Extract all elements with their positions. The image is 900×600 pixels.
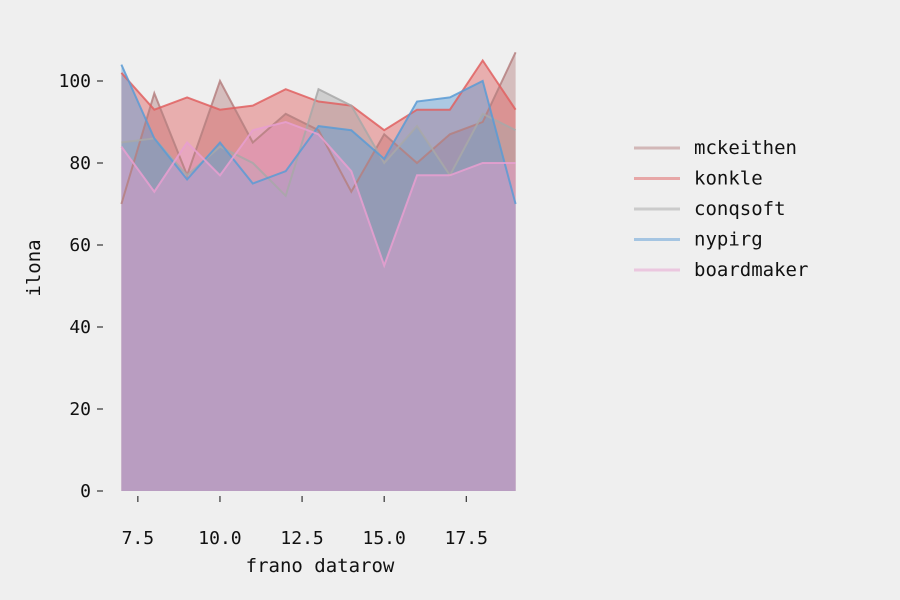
y-tick-label: 0 [80, 481, 91, 502]
legend-label-nypirg: nypirg [694, 229, 763, 251]
x-tick-label: 17.5 [445, 528, 488, 549]
legend-label-mckeithen: mckeithen [694, 137, 797, 159]
x-tick-label: 12.5 [280, 528, 323, 549]
area-nypirg [121, 64, 516, 491]
area-mckeithen [121, 52, 516, 492]
area-konkle [121, 60, 516, 491]
x-tick-label: 15.0 [363, 528, 406, 549]
y-axis: 0 20 40 60 80 100 [58, 71, 103, 502]
y-tick-label: 20 [69, 399, 91, 420]
y-tick-label: 40 [69, 317, 91, 338]
line-konkle [120, 58, 517, 132]
legend-label-konkle: konkle [694, 168, 763, 190]
area-conqsoft [121, 89, 516, 491]
x-axis: 7.5 10.0 12.5 15.0 17.5 [122, 496, 488, 549]
area-boardmaker [121, 122, 516, 491]
legend-label-conqsoft: conqsoft [694, 198, 786, 220]
legend-label-boardmaker: boardmaker [694, 259, 808, 281]
y-tick-label: 60 [69, 235, 91, 256]
line-boardmaker [120, 120, 516, 269]
y-axis-label: ilona [23, 239, 45, 296]
legend: mckeithen konkle conqsoft nypirg boardmaker [634, 137, 808, 281]
x-tick-label: 7.5 [122, 528, 155, 549]
x-axis-label: frano datarow [246, 555, 395, 577]
plot-area [121, 52, 516, 492]
x-tick-label: 10.0 [198, 528, 241, 549]
y-tick-label: 100 [58, 71, 91, 92]
line-nypirg [120, 64, 517, 205]
y-tick-label: 80 [69, 153, 91, 174]
series-lines [120, 51, 517, 269]
